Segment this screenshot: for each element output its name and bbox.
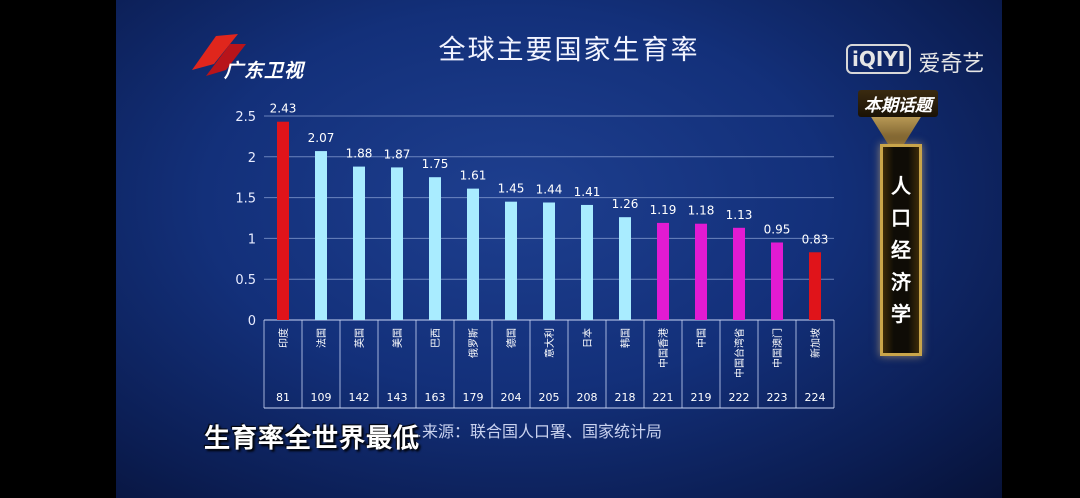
platform-logo-box: iQIYI: [846, 44, 912, 74]
topic-panel: 人 口 经 济 学: [880, 144, 922, 356]
topic-char: 人: [891, 174, 911, 198]
bar: [581, 204, 593, 320]
rank-label: 204: [501, 391, 522, 404]
data-label: 1.44: [536, 182, 563, 196]
bar: [315, 151, 327, 320]
x-tick-label: 意大利: [543, 328, 556, 358]
data-label: 1.26: [612, 197, 639, 211]
rank-label: 221: [653, 391, 674, 404]
rank-label: 218: [615, 391, 636, 404]
chart-title: 全球主要国家生育率: [438, 35, 700, 66]
y-tick-label: 1: [248, 232, 256, 247]
rank-label: 109: [311, 391, 332, 404]
rank-label: 219: [691, 391, 712, 404]
rank-label: 142: [349, 391, 370, 404]
bar: [619, 217, 631, 320]
bar: [657, 222, 669, 320]
bar: [277, 121, 289, 320]
x-tick-label: 日本: [581, 328, 594, 348]
bar: [809, 252, 821, 320]
topic-label: 本期话题: [858, 90, 938, 117]
rank-label: 222: [729, 391, 750, 404]
channel-name: 广东卫视: [224, 60, 305, 82]
bar-chart: 0 0.5 1 1.5 2 2.5 2.43 印度 81 2.07 法国 109 1.88 英国 142 1.…: [235, 102, 835, 409]
rank-label: 81: [276, 391, 290, 404]
data-label: 1.61: [460, 169, 487, 183]
topic-char: 学: [891, 302, 911, 326]
x-tick-label: 中国: [695, 328, 708, 348]
data-label: 1.41: [574, 185, 601, 199]
rank-label: 143: [387, 391, 408, 404]
x-tick-label: 英国: [353, 328, 366, 348]
data-label: 1.87: [384, 147, 411, 161]
rank-label: 223: [767, 391, 788, 404]
bar: [695, 223, 707, 320]
x-tick-label: 韩国: [619, 328, 632, 348]
rank-label: 208: [577, 391, 598, 404]
platform-name: 爱奇艺: [918, 51, 985, 77]
rank-label: 163: [425, 391, 446, 404]
bar: [353, 166, 365, 320]
data-label: 1.18: [688, 204, 715, 218]
topic-char: 济: [891, 270, 911, 294]
bar: [429, 177, 441, 320]
bar: [505, 201, 517, 320]
x-tick-label: 中国台湾省: [733, 328, 746, 378]
y-tick-label: 0.5: [235, 273, 256, 288]
x-tick-label: 中国澳门: [771, 328, 784, 368]
x-tick-label: 中国香港: [657, 328, 670, 368]
x-tick-label: 新加坡: [809, 328, 822, 358]
bar: [467, 188, 479, 320]
rank-label: 224: [805, 391, 826, 404]
data-label: 1.19: [650, 203, 677, 217]
data-label: 2.07: [308, 131, 335, 145]
data-label: 1.13: [726, 208, 753, 222]
bar: [733, 227, 745, 320]
y-tick-label: 1.5: [235, 192, 256, 207]
topic-char: 口: [891, 206, 911, 230]
x-tick-label: 德国: [505, 328, 518, 348]
data-source-note: …来源：联合国人口署、国家统计局: [406, 422, 663, 441]
data-label: 1.88: [346, 147, 373, 161]
tv-screen: 广东卫视 全球主要国家生育率 iQIYI 爱奇艺 本期话题 人 口 经 济 学 …: [116, 0, 1002, 498]
bar: [771, 242, 783, 320]
x-tick-label: 美国: [391, 328, 404, 348]
y-tick-label: 2: [248, 151, 256, 166]
data-label: 2.43: [270, 102, 297, 116]
bar: [391, 167, 403, 320]
x-tick-label: 印度: [277, 328, 290, 348]
y-tick-label: 0: [248, 314, 256, 329]
data-label: 0.83: [802, 232, 829, 246]
bar: [543, 202, 555, 320]
x-tick-label: 法国: [315, 328, 328, 348]
channel-logo-icon: [192, 34, 246, 76]
topic-char: 经: [891, 238, 911, 262]
y-tick-label: 2.5: [235, 110, 256, 125]
rank-label: 179: [463, 391, 484, 404]
data-label: 1.75: [422, 157, 449, 171]
data-label: 0.95: [764, 222, 791, 236]
platform-watermark: iQIYI 爱奇艺: [846, 44, 984, 78]
x-tick-label: 巴西: [430, 328, 442, 348]
x-tick-label: 俄罗斯: [467, 328, 480, 358]
subtitle-caption: 生育率全世界最低: [204, 424, 421, 454]
data-label: 1.45: [498, 182, 525, 196]
rank-label: 205: [539, 391, 560, 404]
